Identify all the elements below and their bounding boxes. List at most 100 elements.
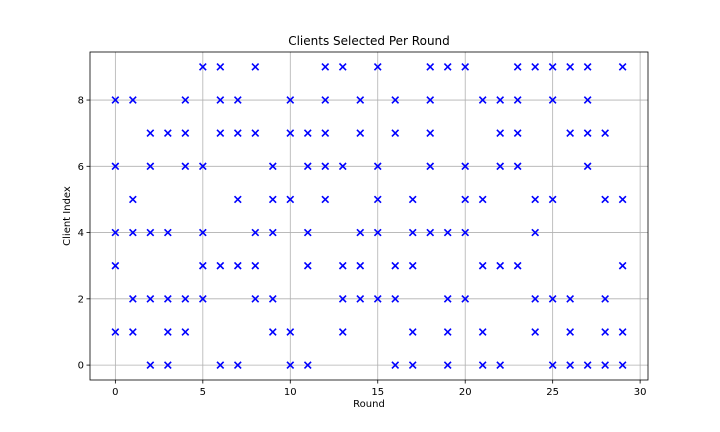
scatter-point [426, 228, 435, 237]
scatter-point [146, 129, 155, 138]
scatter-point [408, 261, 417, 270]
scatter-point [286, 96, 295, 104]
scatter-point [338, 328, 347, 336]
scatter-point [251, 294, 260, 303]
scatter-point [496, 96, 505, 104]
scatter-point [338, 261, 347, 270]
scatter-point [408, 195, 417, 204]
scatter-point [303, 129, 312, 138]
scatter-point [216, 261, 225, 270]
scatter-point [303, 361, 312, 369]
scatter-point [618, 361, 627, 369]
scatter-point [356, 96, 365, 104]
scatter-point [443, 228, 452, 237]
scatter-point [268, 195, 277, 204]
x-tick-label: 25 [546, 387, 559, 398]
scatter-point [478, 361, 487, 369]
scatter-point [391, 361, 400, 369]
scatter-point [356, 261, 365, 270]
scatter-point [443, 328, 452, 336]
scatter-point [531, 328, 540, 336]
plot-frame [89, 51, 649, 381]
scatter-point [566, 328, 575, 336]
scatter-point [356, 228, 365, 237]
scatter-point [128, 96, 137, 104]
scatter-point [286, 129, 295, 138]
scatter-point [601, 361, 610, 369]
scatter-point [548, 63, 557, 71]
scatter-point [513, 63, 522, 71]
scatter-point [198, 63, 207, 71]
scatter-point [303, 162, 312, 171]
scatter-point [163, 294, 172, 303]
scatter-point [496, 129, 505, 138]
scatter-point [461, 195, 470, 204]
scatter-point [461, 294, 470, 303]
scatter-point [531, 195, 540, 204]
scatter-point [391, 129, 400, 138]
scatter-point [128, 228, 137, 237]
scatter-point [128, 294, 137, 303]
scatter-point [216, 129, 225, 138]
scatter-point [583, 129, 592, 138]
scatter-point [373, 162, 382, 171]
scatter-point [233, 96, 242, 104]
scatter-point [583, 63, 592, 71]
scatter-point [496, 162, 505, 171]
scatter-point [303, 261, 312, 270]
scatter-point [478, 96, 487, 104]
scatter-point [251, 261, 260, 270]
scatter-point [426, 63, 435, 71]
scatter-point [128, 328, 137, 336]
scatter-point [233, 195, 242, 204]
scatter-point [338, 294, 347, 303]
scatter-point [146, 162, 155, 171]
grid-lines [90, 52, 648, 380]
scatter-point [338, 162, 347, 171]
scatter-point [286, 195, 295, 204]
scatter-point [548, 361, 557, 369]
scatter-point [443, 361, 452, 369]
scatter-point [601, 294, 610, 303]
x-axis-ticks: 0 5 10 15 20 25 30 [112, 380, 646, 398]
scatter-point [583, 361, 592, 369]
scatter-point [391, 261, 400, 270]
scatter-point [478, 328, 487, 336]
scatter-point [268, 162, 277, 171]
scatter-point [583, 96, 592, 104]
scatter-point [111, 96, 120, 104]
scatter-point [233, 129, 242, 138]
scatter-point [198, 294, 207, 303]
scatter-point [268, 228, 277, 237]
scatter-point [373, 228, 382, 237]
scatter-point [513, 96, 522, 104]
scatter-point [303, 228, 312, 237]
scatter-point [566, 129, 575, 138]
scatter-point [198, 162, 207, 171]
scatter-point [251, 129, 260, 138]
scatter-point [496, 261, 505, 270]
scatter-point [566, 361, 575, 369]
scatter-point [548, 294, 557, 303]
scatter-point [181, 129, 190, 138]
scatter-point [426, 96, 435, 104]
scatter-point [408, 361, 417, 369]
scatter-point [181, 96, 190, 104]
scatter-point [163, 361, 172, 369]
y-tick-label: 4 [78, 228, 84, 239]
x-tick-label: 5 [200, 387, 206, 398]
scatter-point [286, 361, 295, 369]
y-tick-label: 2 [78, 294, 84, 305]
scatter-point [601, 195, 610, 204]
scatter-point [321, 96, 330, 104]
scatter-point [321, 162, 330, 171]
scatter-point [198, 228, 207, 237]
scatter-point [146, 361, 155, 369]
scatter-point [601, 328, 610, 336]
x-tick-label: 15 [371, 387, 384, 398]
y-axis-label: Client Index [62, 186, 73, 246]
scatter-point [111, 328, 120, 336]
x-tick-label: 0 [112, 387, 118, 398]
